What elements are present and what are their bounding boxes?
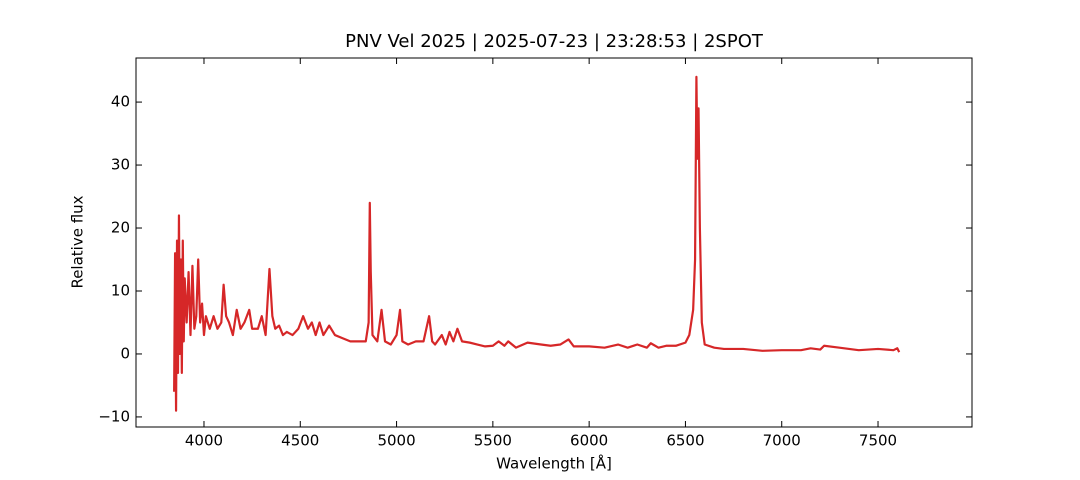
chart-title: PNV Vel 2025 | 2025-07-23 | 23:28:53 | 2… xyxy=(345,31,764,52)
x-tick-label: 6000 xyxy=(570,432,608,450)
plot-frame xyxy=(135,57,973,428)
spectrum-line xyxy=(173,75,901,412)
y-tick-label: 20 xyxy=(111,219,130,237)
x-axis-label: Wavelength [Å] xyxy=(496,454,612,473)
y-tick-label: 30 xyxy=(111,156,130,174)
y-axis-label: Relative flux xyxy=(69,195,87,288)
x-tick-label: 4500 xyxy=(281,432,319,450)
x-tick-label: 4000 xyxy=(185,432,223,450)
y-tick-label: 40 xyxy=(111,93,130,111)
y-tick-label: 0 xyxy=(120,344,130,362)
y-tick-label: 10 xyxy=(111,281,130,299)
x-tick-label: 6500 xyxy=(666,432,704,450)
x-tick-label: 5500 xyxy=(474,432,512,450)
x-tick-label: 5000 xyxy=(377,432,415,450)
x-tick-label: 7500 xyxy=(859,432,897,450)
y-tick-label: −10 xyxy=(98,407,130,425)
x-tick-label: 7000 xyxy=(763,432,801,450)
